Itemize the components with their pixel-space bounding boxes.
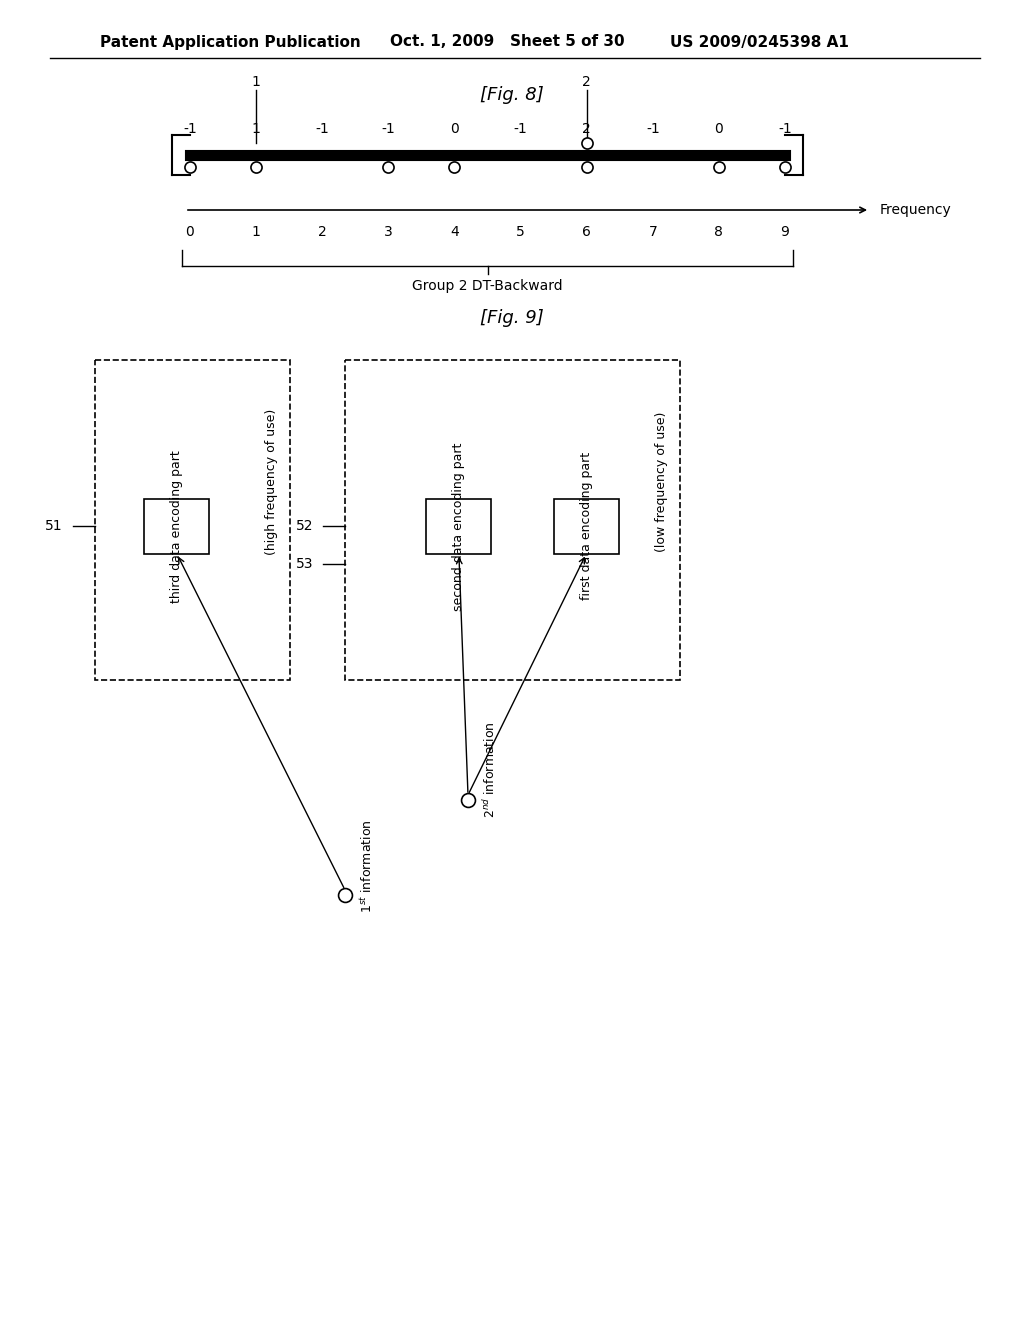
Text: 0: 0 — [185, 224, 195, 239]
Text: (low frequency of use): (low frequency of use) — [655, 412, 669, 552]
Text: -1: -1 — [315, 121, 329, 136]
Text: 8: 8 — [715, 224, 723, 239]
Text: 5: 5 — [516, 224, 525, 239]
Text: -1: -1 — [183, 121, 197, 136]
Text: 7: 7 — [648, 224, 657, 239]
Text: 0: 0 — [451, 121, 459, 136]
Text: -1: -1 — [646, 121, 659, 136]
Text: 52: 52 — [296, 519, 313, 533]
Text: 2: 2 — [317, 224, 327, 239]
Text: -1: -1 — [778, 121, 792, 136]
Bar — [554, 499, 618, 554]
Text: 4: 4 — [451, 224, 459, 239]
Text: 51: 51 — [45, 519, 63, 533]
Bar — [426, 499, 492, 554]
Bar — [144, 499, 209, 554]
Text: Frequency: Frequency — [880, 203, 951, 216]
Text: third data encoding part: third data encoding part — [170, 450, 183, 603]
Text: 1: 1 — [252, 224, 260, 239]
Text: 6: 6 — [583, 224, 591, 239]
Bar — [345, 360, 680, 680]
Text: [Fig. 8]: [Fig. 8] — [480, 86, 544, 104]
Text: US 2009/0245398 A1: US 2009/0245398 A1 — [670, 34, 849, 49]
Text: 1: 1 — [252, 121, 260, 136]
Text: 2: 2 — [583, 75, 591, 88]
Text: 2$^{nd}$ information: 2$^{nd}$ information — [482, 721, 498, 818]
Text: Group 2 DT-Backward: Group 2 DT-Backward — [413, 279, 563, 293]
Text: 3: 3 — [384, 224, 393, 239]
Text: Oct. 1, 2009   Sheet 5 of 30: Oct. 1, 2009 Sheet 5 of 30 — [390, 34, 625, 49]
Text: 53: 53 — [296, 557, 313, 572]
Text: 1$^{st}$ information: 1$^{st}$ information — [359, 820, 375, 913]
Text: (high frequency of use): (high frequency of use) — [265, 408, 279, 554]
Text: -1: -1 — [382, 121, 395, 136]
Text: [Fig. 9]: [Fig. 9] — [480, 309, 544, 327]
Bar — [95, 360, 290, 680]
Text: second data encoding part: second data encoding part — [453, 442, 465, 611]
Text: 0: 0 — [715, 121, 723, 136]
Text: Patent Application Publication: Patent Application Publication — [100, 34, 360, 49]
Text: 1: 1 — [252, 75, 260, 88]
Text: first data encoding part: first data encoding part — [580, 453, 593, 601]
Text: -1: -1 — [514, 121, 527, 136]
Text: 9: 9 — [780, 224, 790, 239]
Text: 2: 2 — [583, 121, 591, 136]
